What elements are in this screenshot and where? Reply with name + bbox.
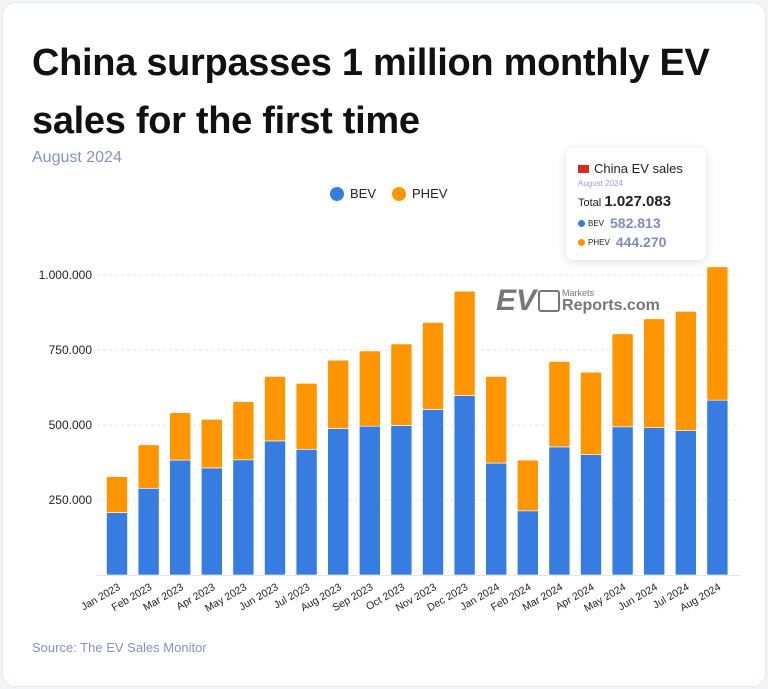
bar-phev: [201, 418, 223, 469]
tooltip-title: China EV sales: [594, 161, 683, 176]
legend-label: BEV: [350, 186, 377, 201]
bar-phev: [674, 310, 697, 431]
bar-bev: [106, 512, 128, 576]
subtitle: August 2024: [32, 149, 122, 166]
bar-phev: [327, 359, 350, 429]
bar-phev: [169, 412, 191, 461]
bar-bev: [611, 426, 634, 576]
bar-bev: [706, 399, 729, 576]
bar-bev: [453, 395, 476, 576]
bar-phev: [232, 401, 255, 461]
bar-bev: [548, 446, 571, 576]
bar-bev: [137, 487, 160, 576]
y-tick-label: 1.000.000: [39, 268, 93, 282]
y-tick-label: 750.000: [49, 343, 93, 357]
bar-bev: [580, 454, 602, 576]
phev-swatch: [392, 186, 407, 201]
bar-bev: [485, 462, 508, 576]
bar-phev: [580, 371, 602, 456]
bar-bev: [358, 425, 381, 576]
bar-phev: [548, 361, 571, 448]
chart-trend-icon: [538, 290, 561, 312]
legend-item-bev[interactable]: BEV: [330, 186, 376, 201]
bar-bev: [674, 430, 697, 576]
bar-phev: [358, 350, 381, 427]
bar-phev: [295, 382, 318, 450]
bar-bev: [643, 427, 666, 576]
bar-phev: [390, 343, 413, 426]
bar-bev: [422, 409, 444, 576]
bar-phev: [264, 376, 286, 442]
bar-bev: [169, 459, 191, 576]
source-note: Source: The EV Sales Monitor: [32, 640, 207, 655]
tooltip-phev: PHEV 444.270: [578, 234, 666, 250]
bar-bev: [390, 425, 413, 576]
bar-bev: [295, 448, 318, 576]
tooltip-bev: BEV 582.813: [578, 215, 661, 231]
watermark-logo: EV Markets Reports.com: [496, 284, 660, 317]
bar-bev: [516, 510, 539, 576]
bar-bev: [327, 428, 350, 576]
bev-swatch: [330, 186, 344, 201]
legend-item-phev[interactable]: PHEV: [392, 186, 447, 201]
bar-phev: [706, 266, 729, 401]
bar-phev: [516, 459, 539, 512]
bar-phev: [611, 333, 634, 428]
tooltip-total: Total 1.027.083: [578, 193, 672, 210]
bar-phev: [137, 444, 160, 489]
tooltip-date: August 2024: [578, 179, 623, 188]
bar-bev: [201, 467, 223, 576]
legend-label: PHEV: [412, 186, 448, 201]
bar-phev: [453, 290, 476, 396]
bar-bev: [264, 440, 286, 576]
bar-phev: [106, 476, 128, 513]
tooltip: China EV sales August 2024 Total 1.027.0…: [566, 148, 706, 260]
bar-phev: [422, 322, 444, 410]
legend: BEV PHEV: [330, 186, 447, 201]
y-tick-label: 500.000: [49, 418, 93, 432]
page-title: China surpasses 1 million monthly EV sal…: [32, 42, 710, 142]
bar-phev: [485, 376, 508, 464]
bar-phev: [643, 318, 666, 428]
y-tick-label: 250.000: [49, 493, 93, 507]
bar-bev: [232, 459, 255, 576]
china-flag-icon: [578, 164, 589, 173]
